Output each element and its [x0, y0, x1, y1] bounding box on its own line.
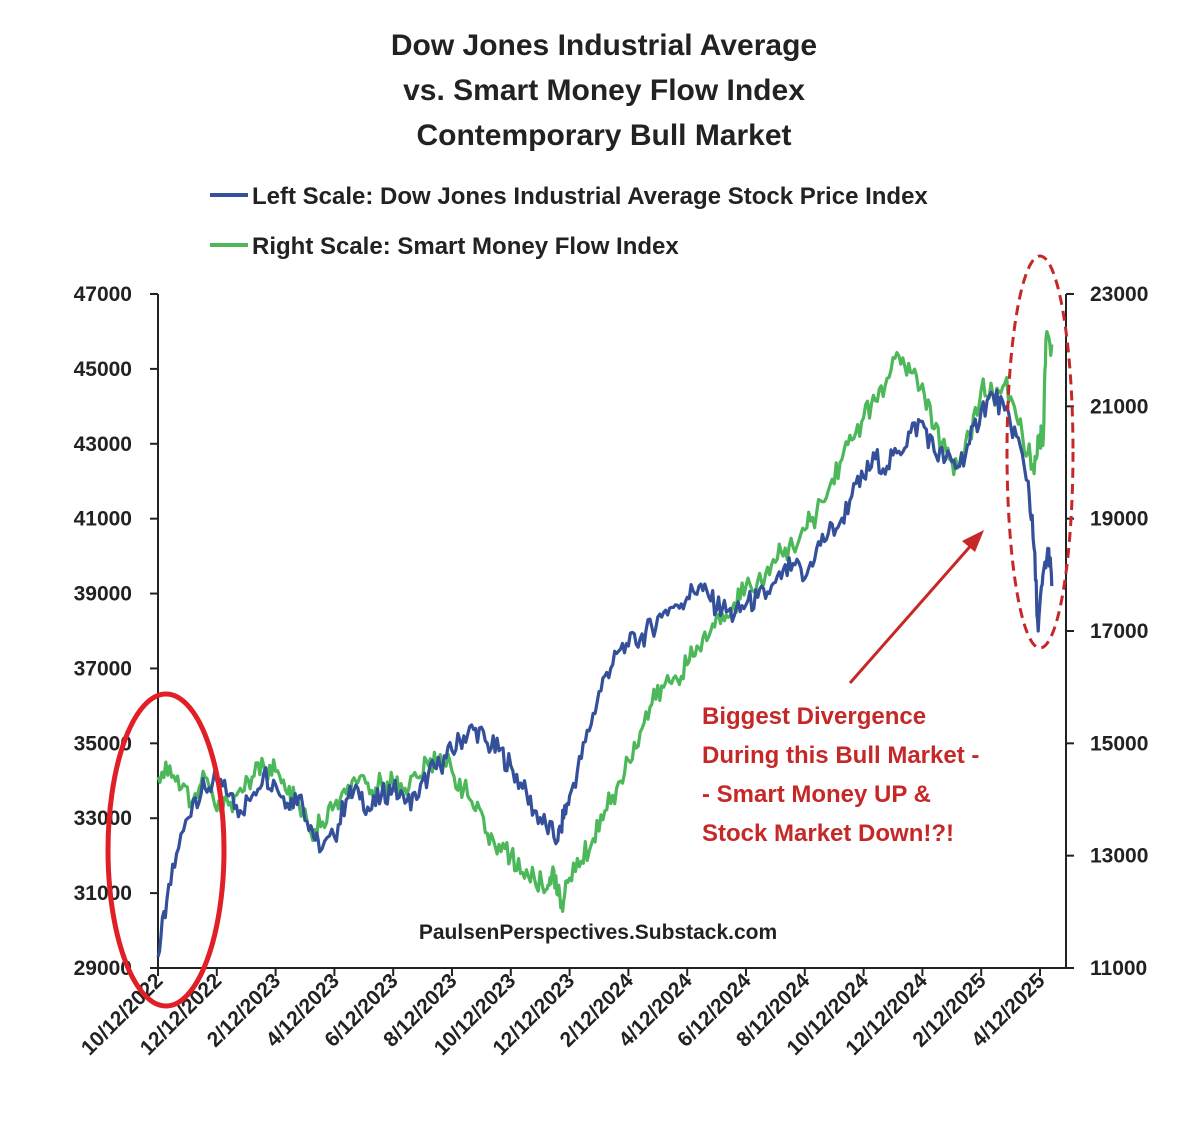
left-tick-label: 29000	[74, 957, 132, 980]
left-tick-label: 35000	[74, 732, 132, 755]
left-y-ticks: 29000 31000 33000 35000 37000 39000 41000 43000…	[74, 283, 158, 980]
annotation-line-4: Stock Market Down!?!	[702, 820, 954, 847]
left-tick-label: 41000	[74, 508, 132, 531]
left-tick-label: 47000	[74, 283, 132, 306]
left-tick-label: 31000	[74, 882, 132, 905]
annotation-line-1: Biggest Divergence	[702, 703, 926, 730]
chart-title-line-2: vs. Smart Money Flow Index	[403, 74, 805, 107]
right-tick-label: 19000	[1090, 508, 1148, 531]
right-tick-label: 13000	[1090, 845, 1148, 868]
source-label: PaulsenPerspectives.Substack.com	[419, 921, 777, 944]
left-tick-label: 37000	[74, 657, 132, 680]
right-tick-label: 17000	[1090, 620, 1148, 643]
annotation-arrow-head	[962, 530, 984, 552]
highlight-ellipse-end	[1005, 254, 1075, 650]
right-tick-label: 21000	[1090, 395, 1148, 418]
annotation-line-3: - Smart Money UP &	[702, 781, 931, 808]
right-tick-label: 11000	[1090, 957, 1147, 980]
annotation: Biggest Divergence During this Bull Mark…	[702, 530, 984, 847]
left-tick-label: 33000	[74, 807, 132, 830]
x-ticks: 10/12/202212/12/20222/12/20234/12/20236/…	[77, 968, 1050, 1060]
right-tick-label: 23000	[1090, 283, 1148, 306]
left-tick-label: 45000	[74, 358, 132, 381]
legend-label-dow: Left Scale: Dow Jones Industrial Average…	[252, 183, 928, 210]
series-layer	[156, 330, 1054, 958]
annotation-arrow-line	[848, 541, 976, 684]
left-tick-label: 39000	[74, 583, 132, 606]
legend-label-smart-money: Right Scale: Smart Money Flow Index	[252, 233, 679, 260]
series-line-dow	[156, 388, 1054, 958]
right-tick-label: 15000	[1090, 732, 1148, 755]
left-tick-label: 43000	[74, 433, 132, 456]
chart-title-line-3: Contemporary Bull Market	[416, 119, 791, 152]
annotation-line-2: During this Bull Market -	[702, 742, 979, 769]
right-y-ticks: 11000 13000 15000 17000 19000 21000 23000	[1066, 283, 1148, 980]
chart-title-line-1: Dow Jones Industrial Average	[391, 29, 817, 62]
highlight-ellipse-start	[105, 691, 227, 1009]
